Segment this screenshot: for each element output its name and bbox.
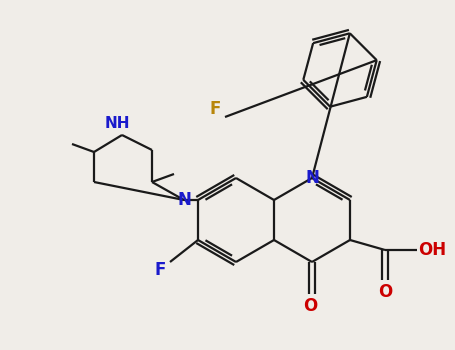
Text: F: F — [209, 100, 221, 118]
Text: O: O — [303, 297, 317, 315]
Text: NH: NH — [104, 116, 130, 131]
Text: O: O — [378, 283, 392, 301]
Text: OH: OH — [418, 241, 446, 259]
Text: N: N — [305, 169, 319, 187]
Text: N: N — [177, 191, 191, 209]
Text: F: F — [154, 261, 166, 279]
